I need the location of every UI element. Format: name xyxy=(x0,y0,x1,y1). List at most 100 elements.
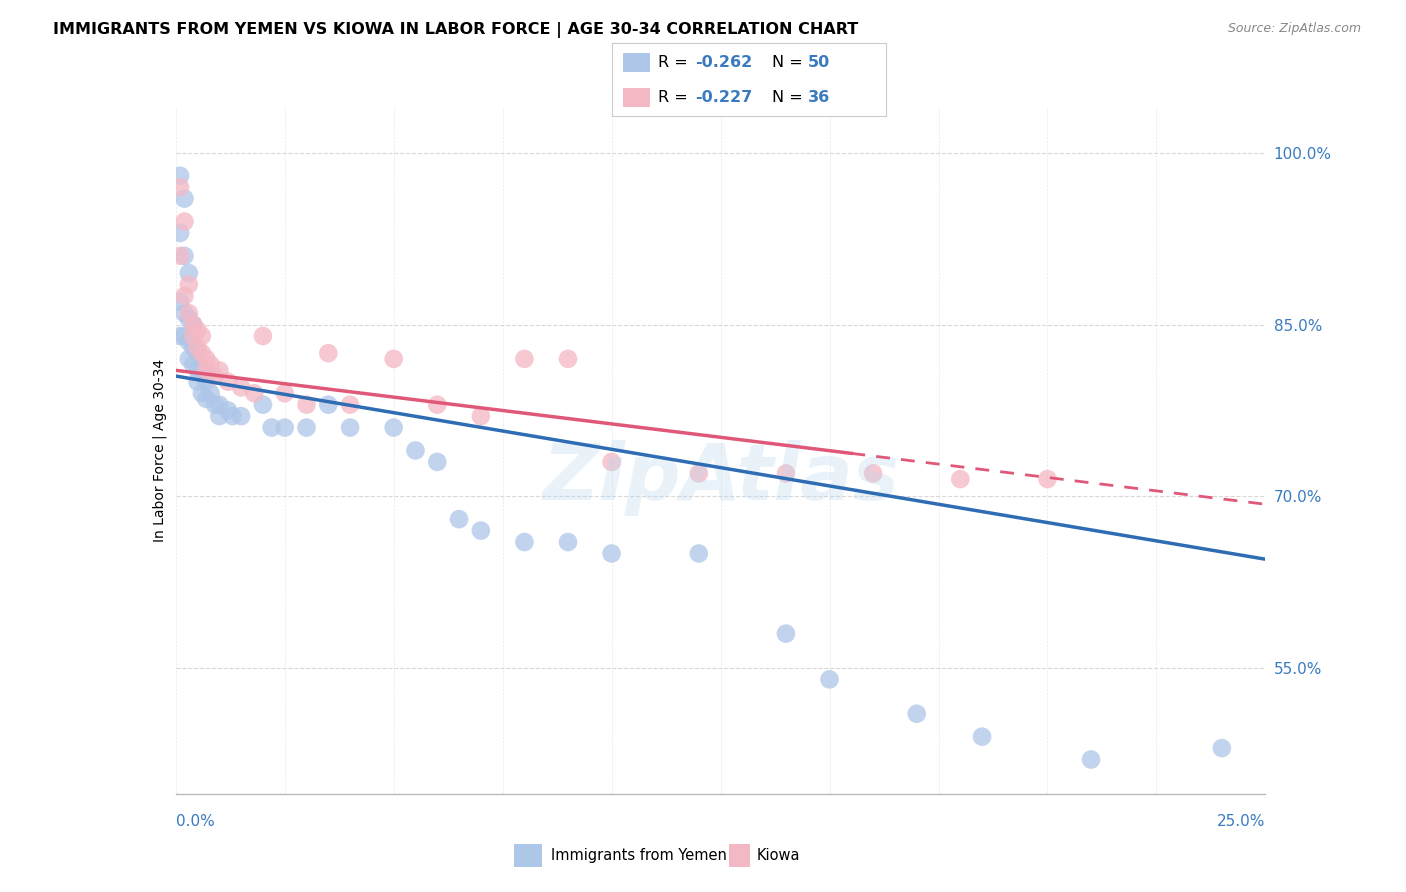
Point xyxy=(295,420,318,434)
Point xyxy=(600,455,623,469)
Point xyxy=(173,192,195,206)
Point xyxy=(181,358,204,372)
Point xyxy=(195,351,218,366)
Point xyxy=(688,546,710,560)
Point xyxy=(447,512,470,526)
Point xyxy=(470,409,492,424)
FancyBboxPatch shape xyxy=(623,88,650,107)
Point xyxy=(217,375,239,389)
Text: IMMIGRANTS FROM YEMEN VS KIOWA IN LABOR FORCE | AGE 30-34 CORRELATION CHART: IMMIGRANTS FROM YEMEN VS KIOWA IN LABOR … xyxy=(53,22,859,38)
Point xyxy=(1080,752,1102,766)
Point xyxy=(382,420,405,434)
Point xyxy=(600,546,623,560)
Point xyxy=(169,169,191,183)
Point xyxy=(1211,741,1233,756)
Point xyxy=(339,398,361,412)
Text: N =: N = xyxy=(772,90,808,104)
Point xyxy=(200,386,222,401)
Text: R =: R = xyxy=(658,55,693,70)
Text: Kiowa: Kiowa xyxy=(756,848,800,863)
Point xyxy=(221,409,243,424)
Point xyxy=(318,346,340,360)
Point xyxy=(186,375,209,389)
Point xyxy=(557,535,579,549)
Text: -0.227: -0.227 xyxy=(695,90,752,104)
Point xyxy=(208,398,231,412)
Point xyxy=(382,351,405,366)
Point xyxy=(243,386,266,401)
Point xyxy=(173,306,195,320)
Point xyxy=(208,363,231,377)
Point xyxy=(186,323,209,337)
Point xyxy=(231,380,253,394)
Text: R =: R = xyxy=(658,90,693,104)
Point xyxy=(470,524,492,538)
Point xyxy=(231,409,253,424)
Point xyxy=(173,249,195,263)
Point xyxy=(186,346,209,360)
Text: Immigrants from Yemen: Immigrants from Yemen xyxy=(551,848,727,863)
Point xyxy=(204,398,226,412)
Point xyxy=(426,455,449,469)
Text: Source: ZipAtlas.com: Source: ZipAtlas.com xyxy=(1227,22,1361,36)
Y-axis label: In Labor Force | Age 30-34: In Labor Force | Age 30-34 xyxy=(153,359,167,542)
Point xyxy=(195,363,218,377)
Point xyxy=(339,420,361,434)
Point xyxy=(181,318,204,332)
Point xyxy=(191,346,214,360)
Point xyxy=(970,730,993,744)
Point xyxy=(204,369,226,384)
Text: 25.0%: 25.0% xyxy=(1218,814,1265,830)
Point xyxy=(200,358,222,372)
Text: N =: N = xyxy=(772,55,808,70)
Point xyxy=(169,249,191,263)
Point xyxy=(177,351,200,366)
Point xyxy=(173,289,195,303)
Point xyxy=(905,706,928,721)
Point xyxy=(775,467,797,481)
Point xyxy=(181,329,204,343)
Point xyxy=(177,277,200,292)
Point xyxy=(177,306,200,320)
Point xyxy=(295,398,318,412)
Point xyxy=(191,329,214,343)
Point xyxy=(186,340,209,354)
Point xyxy=(513,535,536,549)
Point xyxy=(260,420,283,434)
Point xyxy=(775,626,797,640)
Point xyxy=(186,363,209,377)
Point xyxy=(513,351,536,366)
Point xyxy=(1036,472,1059,486)
Point xyxy=(949,472,972,486)
Point xyxy=(169,226,191,240)
FancyBboxPatch shape xyxy=(515,844,541,867)
Text: 0.0%: 0.0% xyxy=(176,814,215,830)
Point xyxy=(169,329,191,343)
Point xyxy=(426,398,449,412)
Point xyxy=(217,403,239,417)
Point xyxy=(173,214,195,228)
Point xyxy=(688,467,710,481)
Point xyxy=(195,375,218,389)
Point xyxy=(208,409,231,424)
Point xyxy=(181,340,204,354)
Point xyxy=(177,266,200,280)
Point xyxy=(274,386,297,401)
Point xyxy=(252,329,274,343)
Text: ZipAtlas: ZipAtlas xyxy=(543,440,898,516)
Point xyxy=(318,398,340,412)
Point xyxy=(252,398,274,412)
Text: 50: 50 xyxy=(807,55,830,70)
Text: -0.262: -0.262 xyxy=(695,55,752,70)
Point xyxy=(191,363,214,377)
Point xyxy=(177,311,200,326)
FancyBboxPatch shape xyxy=(728,844,751,867)
Point xyxy=(181,318,204,332)
Point xyxy=(177,334,200,349)
Point xyxy=(195,392,218,406)
Point xyxy=(862,467,884,481)
Point xyxy=(405,443,427,458)
Point xyxy=(191,386,214,401)
Point xyxy=(818,673,841,687)
Text: 36: 36 xyxy=(807,90,830,104)
